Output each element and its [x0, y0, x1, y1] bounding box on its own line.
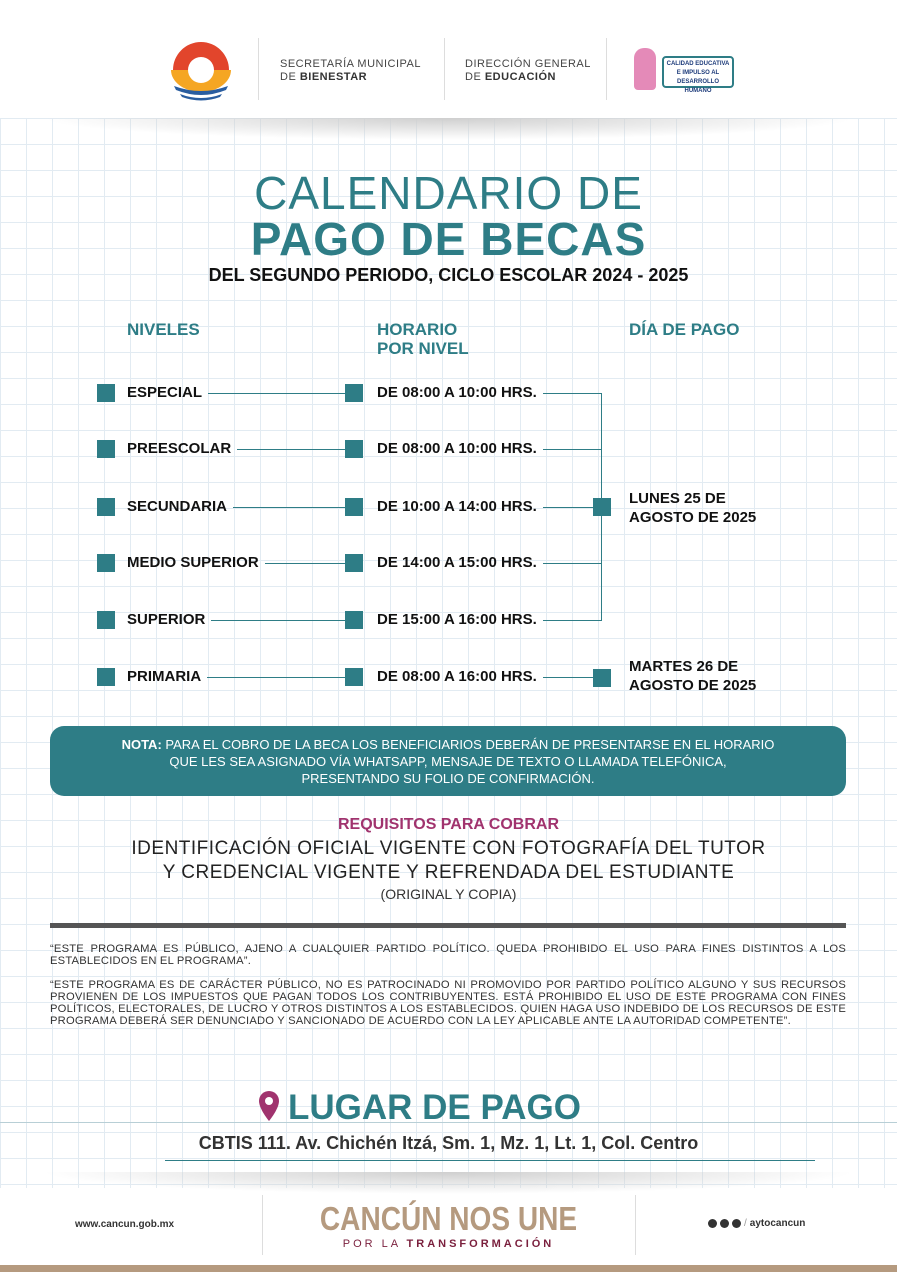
horario-label: DE 10:00 A 14:00 HRS. [377, 498, 537, 515]
connector-line [543, 620, 601, 621]
requisitos-title: REQUISITOS PARA COBRAR [337, 816, 560, 833]
social-handle: aytocancun [749, 1218, 806, 1229]
connector-line [543, 677, 593, 678]
divider [258, 38, 259, 100]
nivel-label: PRIMARIA [127, 668, 202, 685]
connector-line [543, 393, 601, 394]
horario-label: DE 14:00 A 15:00 HRS. [377, 554, 537, 571]
horario-marker [345, 668, 363, 686]
horario-marker [345, 498, 363, 516]
instagram-icon[interactable] [720, 1219, 729, 1228]
nivel-label: SECUNDARIA [127, 498, 228, 515]
title-line1: CALENDARIO DE [254, 167, 643, 219]
cancun-logo [171, 42, 231, 101]
dia-marker [593, 669, 611, 687]
horario-label: DE 08:00 A 16:00 HRS. [377, 668, 537, 685]
horario-label: DE 08:00 A 10:00 HRS. [377, 440, 537, 457]
nivel-label: ESPECIAL [127, 384, 203, 401]
horario-marker [345, 440, 363, 458]
nivel-marker [97, 384, 115, 402]
connector-line [233, 507, 345, 508]
nivel-marker [97, 498, 115, 516]
header-shadow [40, 118, 857, 140]
divider [165, 1160, 815, 1161]
nota-box: NOTA: PARA EL COBRO DE LA BECA LOS BENEF… [50, 726, 846, 796]
nivel-label: SUPERIOR [127, 611, 206, 628]
secretaria-label: SECRETARÍA MUNICIPAL DE BIENESTAR [280, 58, 422, 83]
divider [444, 38, 445, 100]
nivel-marker [97, 611, 115, 629]
calidad-educativa-logo: CALIDAD EDUCATIVA E IMPULSO AL DESARROLLO … [632, 46, 736, 94]
divider [0, 1122, 897, 1123]
divider-bar [50, 923, 846, 928]
legal-p2: “ESTE PROGRAMA ES DE CARÁCTER PÚBLICO, N… [50, 979, 846, 1027]
direccion-label: DIRECCIÓN GENERAL DE EDUCACIÓN [465, 58, 591, 83]
horario-label: DE 08:00 A 10:00 HRS. [377, 384, 537, 401]
facebook-icon[interactable] [708, 1219, 717, 1228]
connector-line [543, 507, 593, 508]
horario-marker [345, 384, 363, 402]
lugar-title: LUGAR DE PAGO [288, 1088, 581, 1127]
connector-line [265, 563, 345, 564]
lugar-address: CBTIS 111. Av. Chichén Itzá, Sm. 1, Mz. … [198, 1133, 699, 1153]
x-icon[interactable] [732, 1219, 741, 1228]
connector-line [543, 449, 601, 450]
footer-shadow [40, 1172, 857, 1194]
horario-marker [345, 611, 363, 629]
map-pin-icon [259, 1091, 279, 1121]
requisitos-line1: IDENTIFICACIÓN OFICIAL VIGENTE CON FOTOG… [131, 838, 766, 859]
grid-background [0, 118, 897, 1188]
dia-marker [593, 498, 611, 516]
website-link[interactable]: www.cancun.gob.mx [75, 1219, 175, 1230]
horario-marker [345, 554, 363, 572]
legal-p1: “ESTE PROGRAMA ES PÚBLICO, AJENO A CUALQ… [50, 943, 846, 967]
nivel-marker [97, 668, 115, 686]
col-niveles: NIVELES [127, 320, 200, 339]
nivel-marker [97, 440, 115, 458]
footer-bar [0, 1265, 897, 1272]
connector-line [211, 620, 345, 621]
requisitos-line2: Y CREDENCIAL VIGENTE Y REFRENDADA DEL ES… [162, 862, 735, 883]
requisitos-line3: (ORIGINAL Y COPIA) [380, 886, 517, 902]
connector-line [237, 449, 345, 450]
col-horario: HORARIO POR NIVEL [377, 320, 469, 358]
subtitle: DEL SEGUNDO PERIODO, CICLO ESCOLAR 2024 … [208, 265, 689, 285]
nivel-marker [97, 554, 115, 572]
slogan-sub: POR LA TRANSFORMACIÓN [342, 1238, 555, 1250]
connector-line [543, 563, 601, 564]
horario-label: DE 15:00 A 16:00 HRS. [377, 611, 537, 628]
dia-pago-2: MARTES 26 DE AGOSTO DE 2025 [629, 658, 757, 694]
slogan: CANCÚN NOS UNE [319, 1200, 578, 1237]
divider [262, 1195, 263, 1255]
col-dia: DÍA DE PAGO [629, 320, 740, 339]
nivel-label: PREESCOLAR [127, 440, 232, 457]
connector-line [208, 393, 345, 394]
divider [606, 38, 607, 100]
title-line2: PAGO DE BECAS [250, 213, 647, 265]
connector-line [207, 677, 345, 678]
divider [635, 1195, 636, 1255]
dia-pago-1: LUNES 25 DE AGOSTO DE 2025 [629, 490, 757, 526]
nivel-label: MEDIO SUPERIOR [127, 554, 259, 571]
social-links[interactable]: / aytocancun [708, 1218, 805, 1229]
